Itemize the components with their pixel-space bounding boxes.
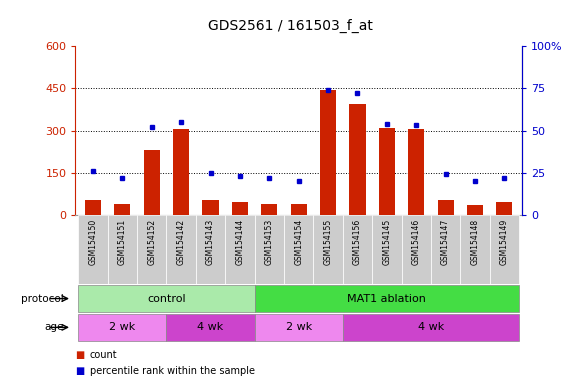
Text: MAT1 ablation: MAT1 ablation [347,293,426,304]
Bar [431,215,461,284]
Text: GSM154155: GSM154155 [324,218,332,265]
Bar [379,128,395,215]
Text: GSM154145: GSM154145 [382,218,392,265]
Text: GSM154151: GSM154151 [118,218,127,265]
Bar [173,129,189,215]
Text: 2 wk: 2 wk [285,322,312,333]
Text: GSM154150: GSM154150 [89,218,97,265]
Bar [408,129,425,215]
Bar [343,313,519,341]
Text: protocol: protocol [21,293,64,304]
Bar [78,215,108,284]
Bar [225,215,255,284]
Bar [372,215,401,284]
Bar [114,204,130,215]
Text: age: age [45,322,64,333]
Text: percentile rank within the sample: percentile rank within the sample [90,366,255,376]
Bar [320,90,336,215]
Text: GSM154146: GSM154146 [412,218,420,265]
Bar [261,204,277,215]
Bar [343,215,372,284]
Bar [166,313,255,341]
Text: GSM154143: GSM154143 [206,218,215,265]
Bar [467,205,483,215]
Bar [255,313,343,341]
Text: GSM154153: GSM154153 [265,218,274,265]
Text: GSM154156: GSM154156 [353,218,362,265]
Text: 2 wk: 2 wk [109,322,136,333]
Bar [78,285,255,313]
Text: GDS2561 / 161503_f_at: GDS2561 / 161503_f_at [208,18,372,33]
Text: GSM154147: GSM154147 [441,218,450,265]
Bar [313,215,343,284]
Bar [291,204,307,215]
Bar [196,215,225,284]
Bar [255,285,519,313]
Bar [108,215,137,284]
Text: ■: ■ [75,366,85,376]
Text: count: count [90,350,118,360]
Bar [144,150,160,215]
Text: ■: ■ [75,350,85,360]
Bar [85,200,101,215]
Bar [255,215,284,284]
Bar [284,215,313,284]
Bar [137,215,166,284]
Bar [437,200,454,215]
Text: GSM154148: GSM154148 [470,218,480,265]
Bar [490,215,519,284]
Text: GSM154144: GSM154144 [235,218,244,265]
Bar [202,200,219,215]
Bar [232,202,248,215]
Text: 4 wk: 4 wk [197,322,224,333]
Bar [78,313,166,341]
Bar [496,202,513,215]
Text: GSM154152: GSM154152 [147,218,156,265]
Text: GSM154149: GSM154149 [500,218,509,265]
Text: 4 wk: 4 wk [418,322,444,333]
Bar [401,215,431,284]
Text: control: control [147,293,186,304]
Bar [349,104,365,215]
Text: GSM154142: GSM154142 [177,218,186,265]
Bar [166,215,196,284]
Bar [461,215,490,284]
Text: GSM154154: GSM154154 [294,218,303,265]
